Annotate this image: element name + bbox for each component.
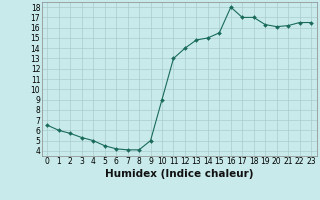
X-axis label: Humidex (Indice chaleur): Humidex (Indice chaleur) [105,169,253,179]
